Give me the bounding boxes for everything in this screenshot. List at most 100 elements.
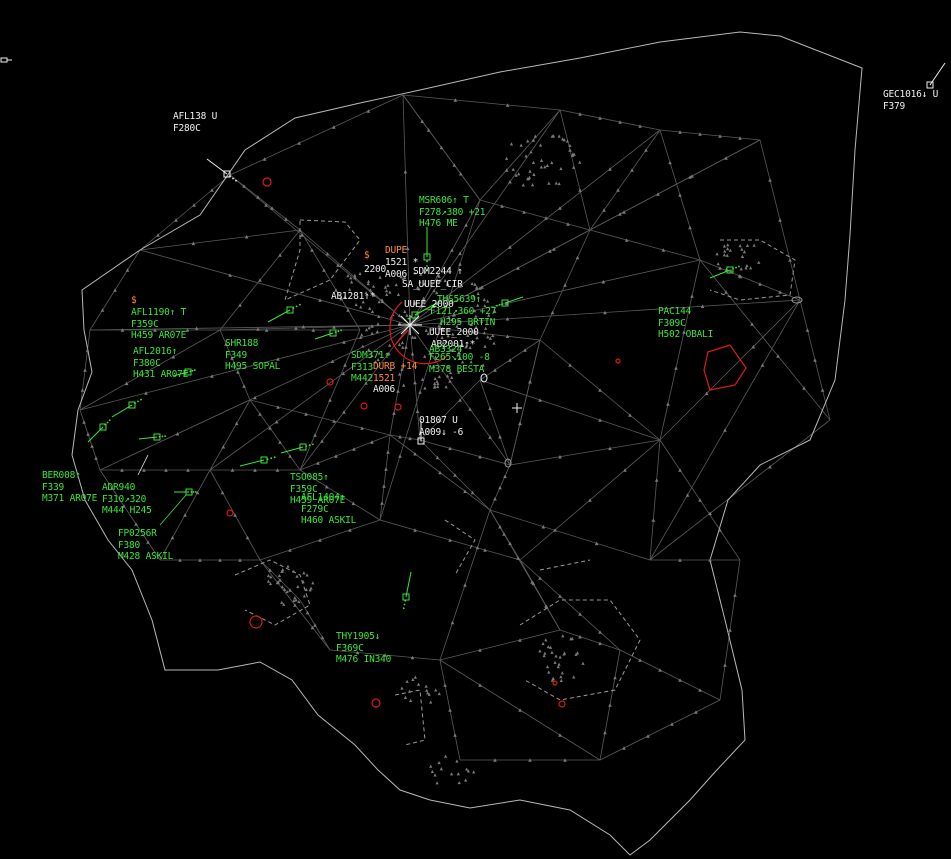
history-dot <box>498 303 501 306</box>
fix-triangle <box>480 319 484 323</box>
fix-triangle <box>434 688 438 692</box>
fix-triangle <box>332 125 336 129</box>
track-label-f121[interactable]: F121↗360 +27 <box>430 306 496 318</box>
fix-triangle <box>488 435 492 439</box>
fix-triangle <box>491 333 495 338</box>
fix-triangle <box>456 772 460 776</box>
track-label-gec1016[interactable]: GEC1016↓ U F379 <box>883 89 938 112</box>
track-label-a006[interactable]: A006 <box>385 269 407 281</box>
fix-triangle <box>429 764 433 768</box>
track-afl2016[interactable] <box>172 368 196 377</box>
fix-triangle <box>194 326 199 331</box>
track-label-pac144[interactable]: PAC144 F309C H502 OBALI <box>658 306 713 341</box>
fix-triangle <box>86 432 90 436</box>
fix-triangle <box>450 375 454 379</box>
fix-triangle <box>380 298 384 302</box>
track-label-durb[interactable]: DURB +14 1521 <box>373 361 417 384</box>
track-shr188[interactable] <box>267 303 301 323</box>
track-label-thy1905[interactable]: THY1905↓ F369C M476 IN340 <box>336 631 391 666</box>
fix-triangle <box>725 247 730 251</box>
fix-triangle <box>698 132 702 136</box>
track-label-01807[interactable]: 01807 U A009↓ -6 <box>419 415 463 438</box>
track-label-1521[interactable]: 1521 * <box>385 257 418 269</box>
track-ber008[interactable] <box>87 419 111 443</box>
track-afl2016-sym[interactable] <box>314 329 342 340</box>
fix-triangle <box>438 418 442 422</box>
history-dot <box>732 267 734 270</box>
track-gec1016[interactable] <box>926 62 946 89</box>
fix-triangle <box>336 263 340 267</box>
track-01807[interactable] <box>417 421 425 445</box>
track-label-fp0256[interactable]: FP0256R F380 M428 ASKIL <box>118 528 173 563</box>
fix-triangle <box>569 637 573 641</box>
track-label-afl1190[interactable]: AFL1190↑ T F359C H459 AR07E <box>131 307 186 342</box>
track-label-h295[interactable]: H295 BRTIN <box>440 317 495 329</box>
fix-triangle <box>464 345 468 349</box>
track-ths5639[interactable] <box>404 302 438 322</box>
track-label-sdm371[interactable]: SDM371↑ F313 M442 <box>351 350 390 385</box>
fix-triangle <box>538 649 542 653</box>
fix-triangle <box>578 188 582 192</box>
track-afl1404[interactable] <box>280 443 314 454</box>
track-f121[interactable] <box>496 296 524 307</box>
fix-triangle <box>588 498 592 502</box>
track-afl138[interactable] <box>206 158 237 182</box>
track-label-ab3324[interactable]: AB3324 <box>429 344 462 356</box>
label-line: SDM2244 ↑ <box>413 266 463 277</box>
track-tso085[interactable] <box>239 456 276 467</box>
airway-segment <box>229 174 411 326</box>
fix-triangle <box>433 381 437 386</box>
track-msr606[interactable] <box>423 227 431 272</box>
track-label-afl138[interactable]: AFL138 U F280C <box>173 111 217 134</box>
track-label-ab2001[interactable]: AB2001↑* <box>431 339 475 351</box>
track-fp0256[interactable] <box>174 488 197 496</box>
label-line: F359C <box>290 483 318 495</box>
track-symbols[interactable] <box>0 57 946 610</box>
track-thy1905[interactable] <box>402 571 412 610</box>
fix-triangle <box>437 760 441 765</box>
fix-triangle <box>258 278 262 282</box>
track-label-ber008[interactable]: BER008↑ F339 M371 AR07E <box>42 470 97 505</box>
fix-triangle <box>738 136 742 140</box>
fix-triangle <box>280 569 284 573</box>
fix-triangle <box>276 357 280 361</box>
track-label-a006b[interactable]: A006 <box>373 384 395 396</box>
label-line: A006 <box>385 269 408 280</box>
history-dot <box>270 457 273 460</box>
fix-triangle <box>435 455 440 460</box>
airway-segment <box>509 339 541 466</box>
track-label-f265[interactable]: F265↘100 -8 M378 BESTA <box>429 352 490 375</box>
track-pac144[interactable] <box>709 265 740 279</box>
track-label-afl1404[interactable]: AFL1404↑ F279C H460 ASKIL <box>301 492 356 527</box>
fix-triangle <box>388 343 392 347</box>
track-label-2200[interactable]: 2200 <box>364 264 386 276</box>
fix-triangle <box>183 513 187 517</box>
track-label-sdm2244[interactable]: SDM2244 ↑ <box>413 266 463 278</box>
fix-triangle <box>475 285 479 289</box>
track-adr940[interactable] <box>138 433 167 441</box>
history-dot <box>192 491 195 493</box>
track-label-tso085[interactable]: TSO085↑ F359C H459 AR07E <box>290 472 345 507</box>
track-label-shr188[interactable]: SHR188 F349 H495 SOPAL <box>225 338 280 373</box>
track-label-ths5639[interactable]: THS5639↑ <box>437 294 481 306</box>
label-line: H460 ASKIL <box>301 515 357 526</box>
fix-triangle <box>737 274 742 278</box>
fix-triangle <box>422 296 426 300</box>
fix-triangle <box>355 650 360 655</box>
fix-triangle <box>528 758 532 762</box>
track-label-afl2016[interactable]: AFL2016↑ F380C H431 AR07E <box>133 346 188 381</box>
label-line: 2200 <box>364 264 387 275</box>
fix-triangle <box>386 450 390 454</box>
track-afl1190[interactable] <box>111 398 142 418</box>
track-label-ab1281[interactable]: AB1281↑* <box>331 291 375 303</box>
fix-triangle <box>405 679 409 683</box>
fix-triangle <box>558 594 562 598</box>
track-label-msr606[interactable]: MSR606↑ T F278↗380 +21 H476 ME <box>419 195 485 230</box>
track-label-adr940[interactable]: ADR940 F310↗320 M444 H245 <box>102 482 152 517</box>
track-symbol <box>417 437 425 445</box>
fix-triangle <box>439 145 444 150</box>
fix-triangle <box>400 686 404 690</box>
airway-segment <box>409 109 561 326</box>
fix-triangle <box>543 165 547 169</box>
